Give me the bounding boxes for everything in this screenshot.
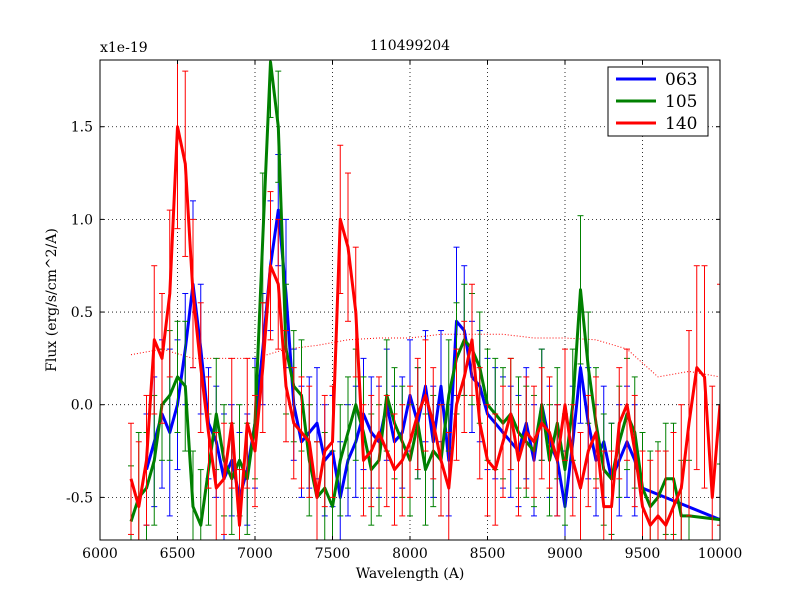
y-tick-label: 0.0 bbox=[71, 398, 93, 414]
legend-label-063: 063 bbox=[665, 70, 697, 90]
y-offset-label: x1e-19 bbox=[100, 40, 148, 56]
series-group bbox=[128, 60, 720, 540]
series-line-063 bbox=[145, 208, 720, 521]
x-tick-label: 7500 bbox=[315, 546, 351, 562]
y-tick-label: -0.5 bbox=[66, 490, 93, 506]
legend-label-140: 140 bbox=[665, 114, 697, 134]
x-tick-label: 10000 bbox=[698, 546, 743, 562]
series-line-140 bbox=[129, 125, 720, 527]
y-axis-label: Flux (erg/s/cm^2/A) bbox=[44, 228, 60, 372]
axes-frame: 6000 6500 7000 7500 8000 8500 9000 9500 10000 -0.… bbox=[66, 59, 743, 562]
x-axis-label: Wavelength (A) bbox=[356, 566, 465, 582]
x-tick-label: 6500 bbox=[160, 546, 196, 562]
x-tick-label: 7000 bbox=[237, 546, 273, 562]
y-tick-label: 1.0 bbox=[71, 212, 93, 228]
y-tick-label: 1.5 bbox=[71, 120, 93, 136]
legend-label-105: 105 bbox=[665, 92, 697, 112]
x-tick-label: 9000 bbox=[547, 546, 583, 562]
y-tick-label: 0.5 bbox=[71, 305, 93, 321]
chart-title: 110499204 bbox=[370, 38, 450, 54]
x-tick-label: 6000 bbox=[82, 546, 118, 562]
series-140 bbox=[128, 60, 720, 540]
x-tick-label: 8500 bbox=[470, 546, 506, 562]
x-tick-label: 8000 bbox=[392, 546, 428, 562]
x-tick-label: 9500 bbox=[625, 546, 661, 562]
